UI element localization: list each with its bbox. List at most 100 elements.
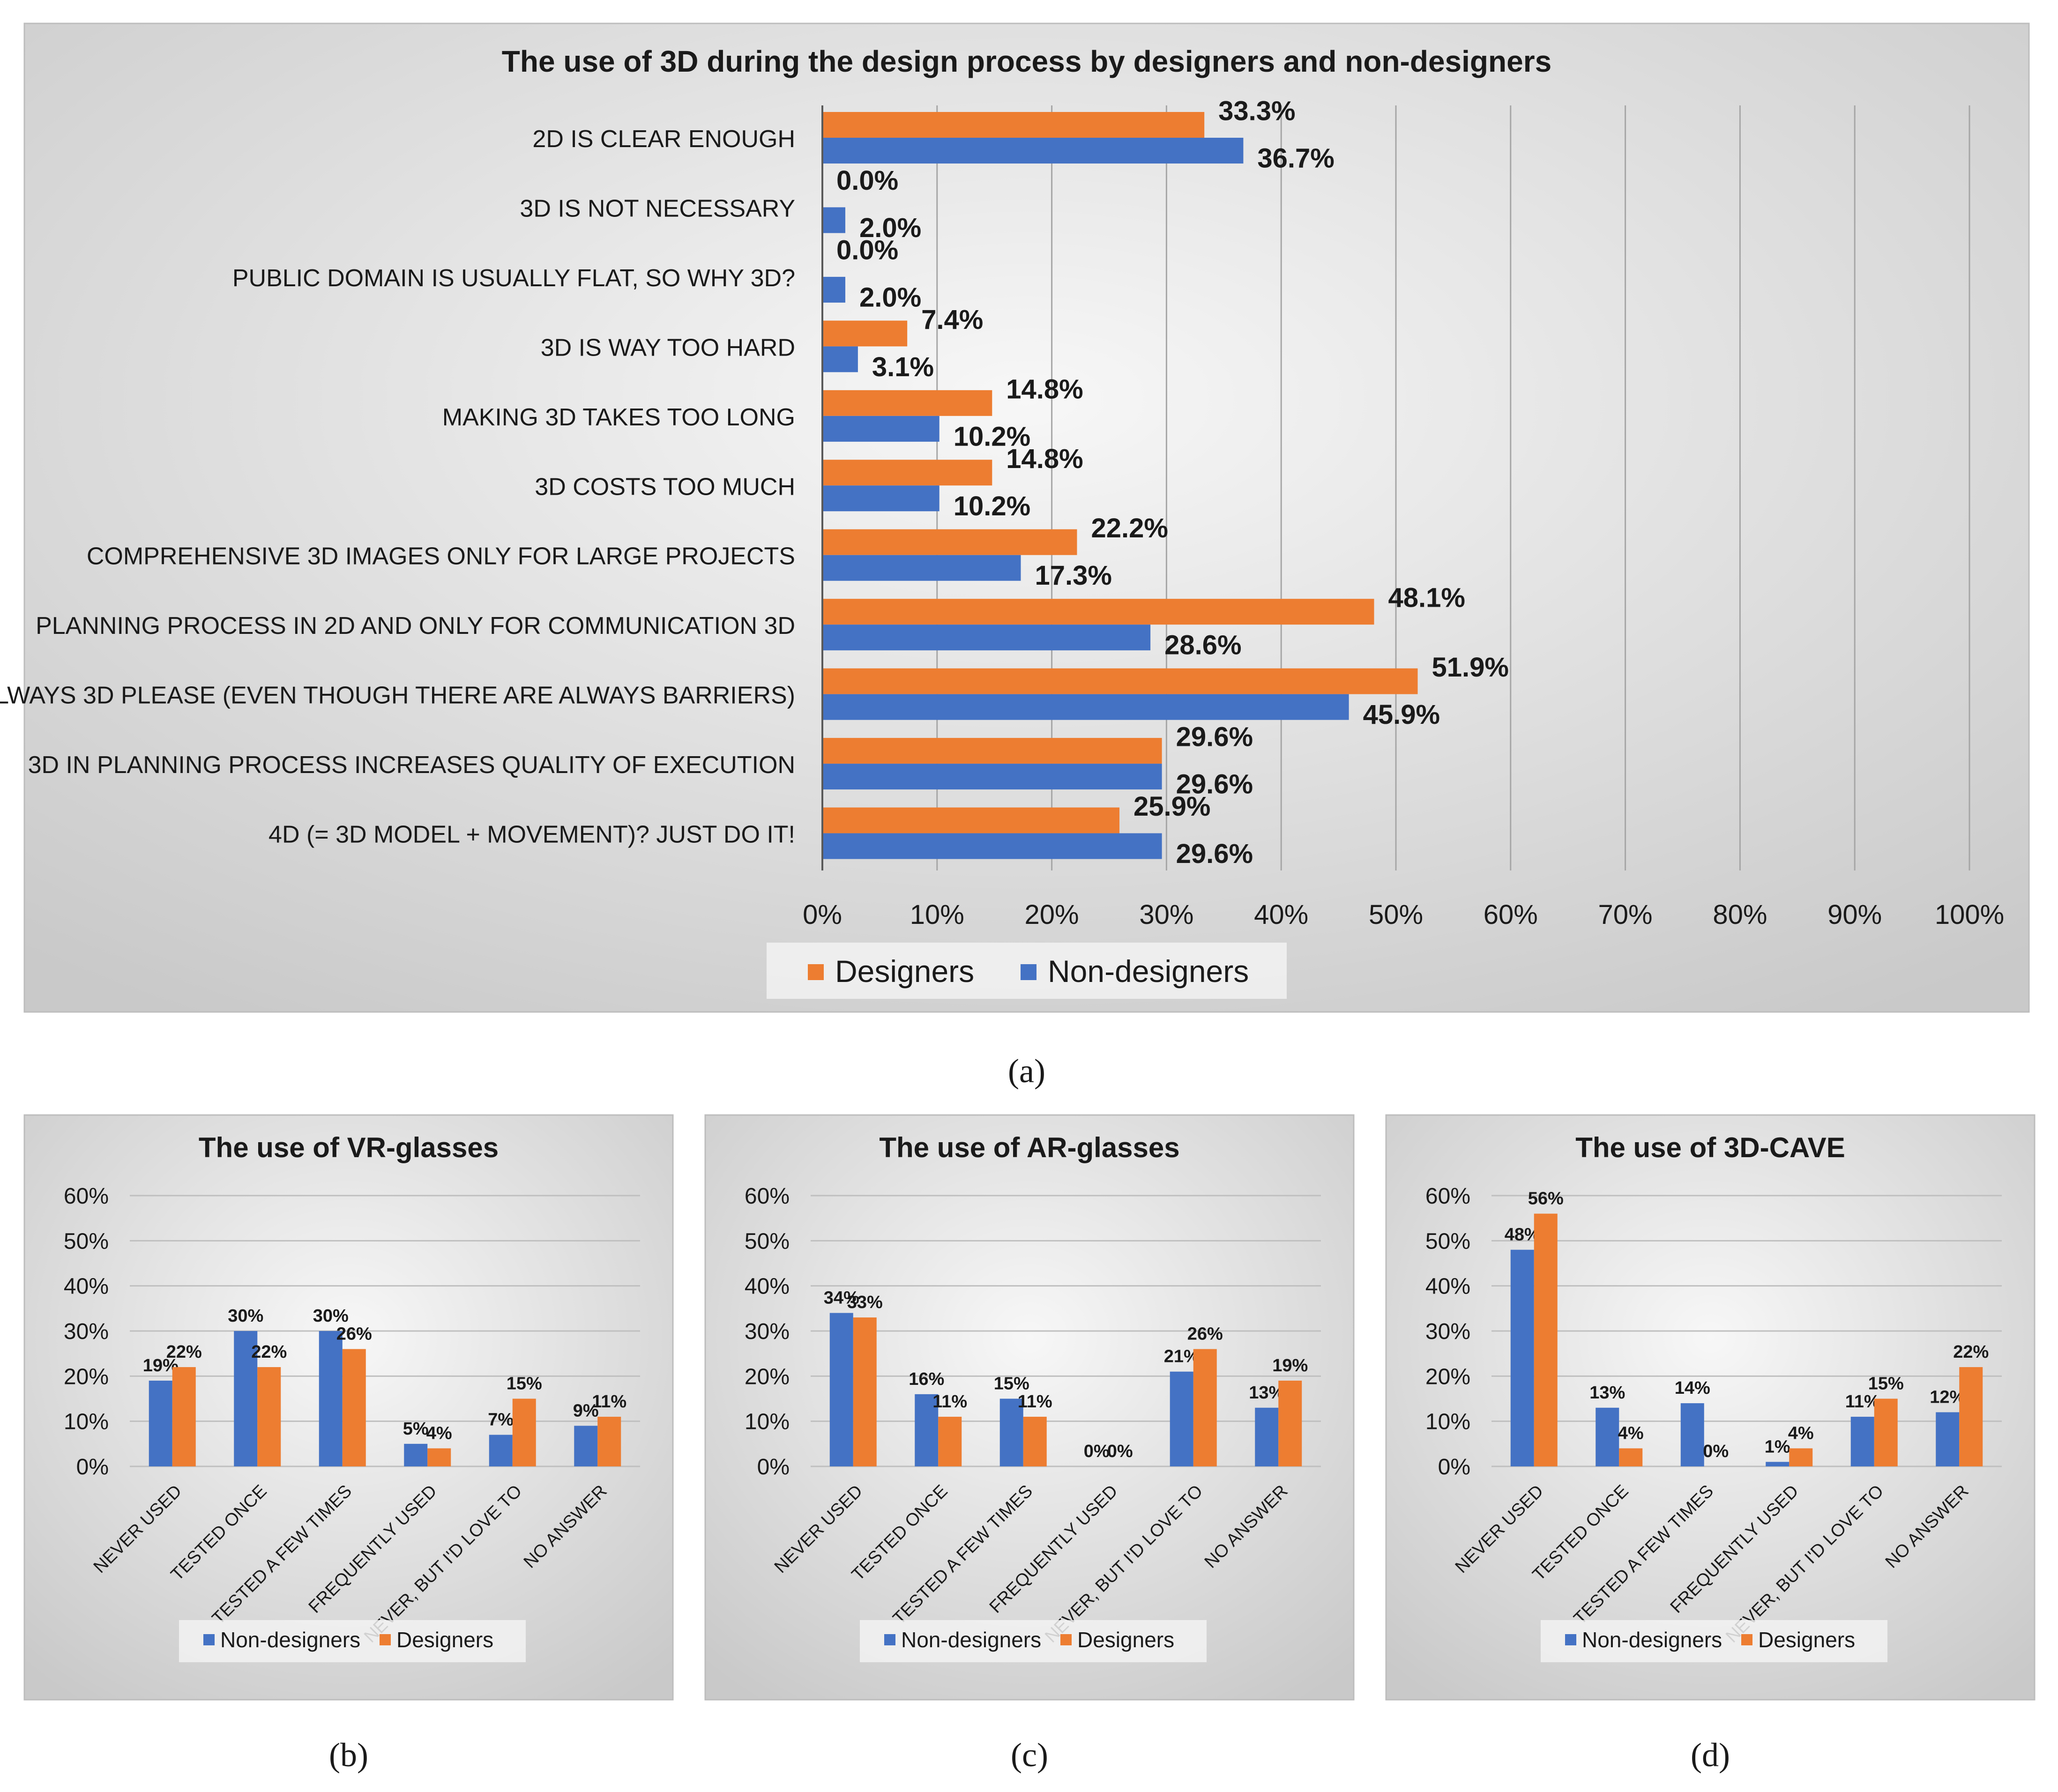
chart-a-category-label: 4D (= 3D MODEL + MOVEMENT)? JUST DO IT! [268, 821, 795, 848]
chart-data-label: 9% [573, 1401, 599, 1420]
non-designers-bar [822, 276, 845, 303]
chart-data-label: 34% [824, 1288, 859, 1308]
chart-data-label: 15% [507, 1374, 542, 1394]
chart-legend-non-designers: Non-designers [901, 1628, 1041, 1652]
chart-legend-designers: Designers [1077, 1628, 1174, 1652]
designers-bar [822, 320, 908, 347]
chart-ytick: 0% [1438, 1455, 1470, 1480]
non-designers-bar [404, 1443, 428, 1466]
chart-a-data-label: 29.6% [1176, 769, 1253, 800]
non-designers-bar [915, 1394, 939, 1466]
chart-a-data-label: 14.8% [1006, 444, 1083, 474]
chart-data-label: 0% [1107, 1442, 1133, 1461]
chart-data-label: 11% [1845, 1392, 1880, 1412]
chart-data-label: 7% [488, 1410, 514, 1430]
non-designers-bar [489, 1435, 513, 1466]
chart-a-data-label: 51.9% [1432, 652, 1509, 683]
caption-a: (a) [1008, 1052, 1045, 1090]
non-designers-bar [822, 138, 1244, 164]
non-designers-bar [574, 1426, 598, 1466]
chart-title: The use of VR-glasses [199, 1132, 499, 1163]
non-designers-bar [1766, 1462, 1790, 1466]
chart-a-data-label: 36.7% [1257, 143, 1334, 174]
non-designers-bar [829, 1313, 853, 1466]
non-designers-bar [234, 1331, 258, 1466]
chart-legend-box [860, 1620, 1207, 1662]
chart-legend-swatch-designers [380, 1634, 391, 1645]
chart-ytick: 10% [745, 1410, 790, 1435]
chart-a-xtick: 40% [1254, 900, 1308, 930]
chart-data-label: 0% [1084, 1442, 1110, 1461]
chart-title: The use of 3D-CAVE [1575, 1132, 1845, 1163]
non-designers-bar [822, 694, 1349, 720]
caption-d: (d) [1691, 1736, 1730, 1774]
designers-bar [1023, 1417, 1047, 1466]
designers-bar [1534, 1213, 1558, 1466]
designers-bar [822, 529, 1077, 555]
designers-bar [822, 112, 1205, 138]
chart-a-xtick: 50% [1369, 900, 1423, 930]
non-designers-bar [1680, 1403, 1704, 1466]
chart-data-label: 4% [1788, 1423, 1814, 1443]
chart-a-xtick: 30% [1139, 900, 1193, 930]
chart-ytick: 0% [757, 1455, 790, 1480]
non-designers-bar [1255, 1407, 1279, 1466]
chart-a-data-label: 48.1% [1388, 583, 1465, 613]
chart-ytick: 50% [745, 1229, 790, 1254]
non-designers-bar [822, 764, 1162, 790]
chart-c: The use of AR-glasses 0% 10% 20% 30% 40% 50% 60… [704, 1114, 1355, 1701]
chart-a-data-label: 10.2% [954, 421, 1030, 452]
non-designers-bar [1850, 1417, 1874, 1466]
designers-bar [822, 807, 1120, 833]
chart-a-data-label: 17.3% [1035, 560, 1112, 591]
chart-ytick: 0% [76, 1455, 109, 1480]
chart-a-category-label: ALWAYS 3D PLEASE (EVEN THOUGH THERE ARE … [0, 682, 795, 709]
designers-bar [597, 1417, 621, 1466]
chart-b: The use of VR-glasses 0% 10% 20% 30% 40% 50% 60… [23, 1114, 674, 1701]
chart-data-label: 33% [847, 1293, 883, 1312]
chart-data-label: 14% [1675, 1378, 1710, 1398]
chart-panel [1385, 1114, 2036, 1701]
chart-data-label: 30% [228, 1306, 263, 1326]
chart-a-data-label: 33.3% [1218, 96, 1295, 126]
chart-legend-swatch-non-designers [884, 1634, 895, 1645]
chart-ytick: 20% [745, 1364, 790, 1389]
chart-panel [704, 1114, 1355, 1701]
chart-ytick: 60% [64, 1184, 109, 1209]
chart-ytick: 20% [64, 1364, 109, 1389]
chart-a-data-label: 45.9% [1363, 699, 1440, 730]
chart-a-data-label: 14.8% [1006, 374, 1083, 404]
chart-legend-box [179, 1620, 526, 1662]
chart-ytick: 60% [1425, 1184, 1470, 1209]
chart-ytick: 40% [64, 1274, 109, 1299]
chart-legend-swatch-designers [1741, 1634, 1752, 1645]
chart-a-legend-swatch-non-designers [1021, 964, 1036, 980]
chart-ytick: 40% [745, 1274, 790, 1299]
chart-a-data-label: 7.4% [921, 305, 983, 335]
non-designers-bar [822, 485, 940, 512]
chart-a-data-label: 2.0% [859, 282, 921, 312]
chart-data-label: 1% [1765, 1437, 1790, 1457]
chart-ytick: 50% [64, 1229, 109, 1254]
caption-b: (b) [329, 1736, 368, 1774]
chart-a-category-label: PUBLIC DOMAIN IS USUALLY FLAT, SO WHY 3D… [232, 265, 795, 292]
designers-bar [822, 460, 992, 486]
chart-d: The use of 3D-CAVE0%10%20%30%40%50%60%48… [1385, 1114, 2036, 1701]
chart-a-xtick: 90% [1827, 900, 1882, 930]
chart-data-label: 0% [1703, 1442, 1729, 1461]
chart-a-data-label: 3.1% [872, 352, 934, 382]
chart-legend-swatch-designers [1060, 1634, 1072, 1645]
designers-bar [1619, 1448, 1643, 1466]
non-designers-bar [149, 1380, 172, 1466]
chart-data-label: 16% [909, 1369, 944, 1389]
designers-bar [822, 390, 992, 416]
chart-a-xtick: 20% [1025, 900, 1079, 930]
chart-a-xtick: 80% [1713, 900, 1767, 930]
chart-a-category-label: 3D IN PLANNING PROCESS INCREASES QUALITY… [28, 751, 795, 779]
chart-legend-non-designers: Non-designers [1582, 1628, 1722, 1652]
designers-bar [1789, 1448, 1813, 1466]
chart-ytick: 10% [1425, 1410, 1470, 1435]
chart-data-label: 30% [313, 1306, 349, 1326]
chart-data-label: 26% [336, 1324, 372, 1344]
